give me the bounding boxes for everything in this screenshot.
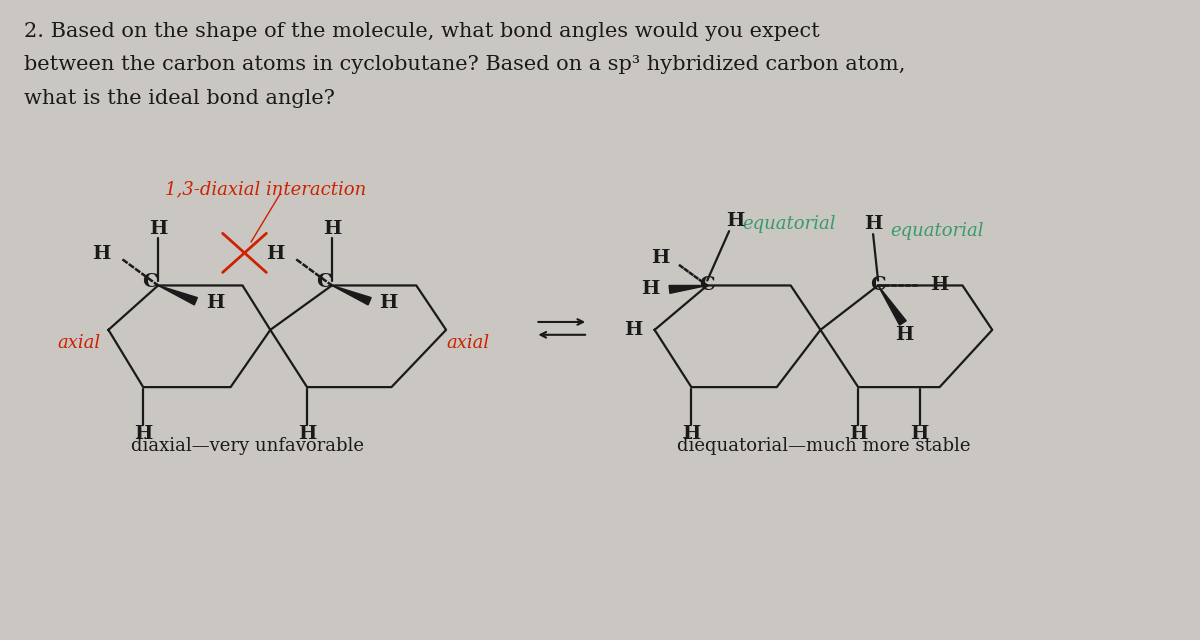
Text: H: H (641, 280, 660, 298)
Text: H: H (652, 249, 670, 267)
Text: 1,3-diaxial interaction: 1,3-diaxial interaction (166, 180, 367, 198)
Text: diaxial—very unfavorable: diaxial—very unfavorable (131, 437, 364, 455)
Polygon shape (158, 285, 197, 305)
Text: H: H (682, 426, 701, 444)
Text: C: C (870, 276, 886, 294)
Text: H: H (895, 326, 913, 344)
Polygon shape (878, 285, 906, 325)
Text: H: H (726, 212, 744, 230)
Text: H: H (911, 426, 929, 444)
Text: axial: axial (58, 334, 101, 352)
Text: H: H (850, 426, 868, 444)
Text: equatorial: equatorial (890, 222, 984, 240)
Text: H: H (864, 215, 882, 233)
Text: between the carbon atoms in cyclobutane? Based on a sp³ hybridized carbon atom,: between the carbon atoms in cyclobutane?… (24, 56, 906, 74)
Text: C: C (700, 276, 715, 294)
Text: H: H (379, 294, 398, 312)
Text: H: H (149, 220, 167, 238)
Text: H: H (624, 321, 643, 339)
Text: axial: axial (446, 334, 490, 352)
Polygon shape (332, 285, 371, 305)
Text: H: H (92, 245, 110, 263)
Polygon shape (670, 285, 707, 293)
Text: H: H (930, 276, 948, 294)
Text: diequatorial—much more stable: diequatorial—much more stable (677, 437, 970, 455)
Text: what is the ideal bond angle?: what is the ideal bond angle? (24, 89, 335, 108)
Text: C: C (143, 273, 158, 291)
Text: C: C (316, 273, 331, 291)
Text: H: H (205, 294, 224, 312)
Text: H: H (298, 426, 317, 444)
Text: equatorial: equatorial (742, 215, 835, 233)
Text: H: H (266, 245, 284, 263)
Text: H: H (134, 426, 152, 444)
Text: H: H (323, 220, 341, 238)
Text: 2. Based on the shape of the molecule, what bond angles would you expect: 2. Based on the shape of the molecule, w… (24, 22, 820, 41)
